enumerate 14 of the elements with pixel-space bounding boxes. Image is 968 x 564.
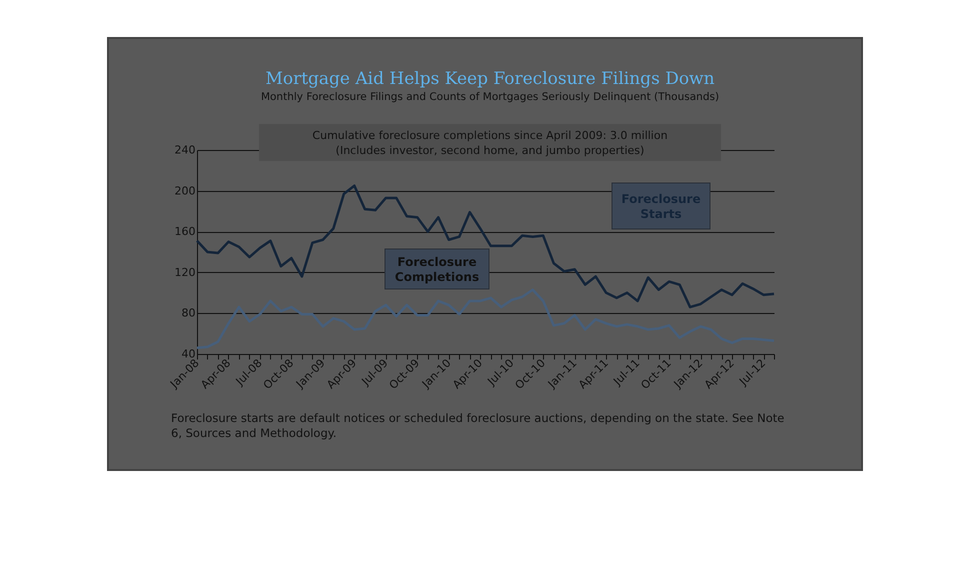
y-tick-label: 160 <box>174 225 196 238</box>
series-label: Foreclosure Completions <box>394 255 480 284</box>
note-panel: Cumulative foreclosure completions since April 2009: 3.0 million (Includes investor, second home, and jumbo properties) <box>259 124 721 161</box>
y-tick-label: 120 <box>174 266 196 279</box>
text: Foreclosure starts are default notices or scheduled foreclosure auctions, depending on the state. See Note 6, Sources and Methodology. <box>171 411 786 441</box>
line-series <box>196 288 776 350</box>
y-tick-label: 240 <box>174 144 196 156</box>
y-tick-label: 40 <box>182 348 196 360</box>
annotation: (Includes investor, second home, and jumbo properties) <box>334 143 646 158</box>
y-tick-label: 200 <box>174 184 196 198</box>
y-tick-label: 80 <box>182 306 196 320</box>
chart-subtitle: Monthly Foreclosure Filings and Counts of Mortgages Seriously Delinquent (Thousands) <box>260 91 720 103</box>
chart-title: Mortgage Aid Helps Keep Foreclosure Filings Down <box>265 69 715 89</box>
line-series <box>196 184 776 308</box>
